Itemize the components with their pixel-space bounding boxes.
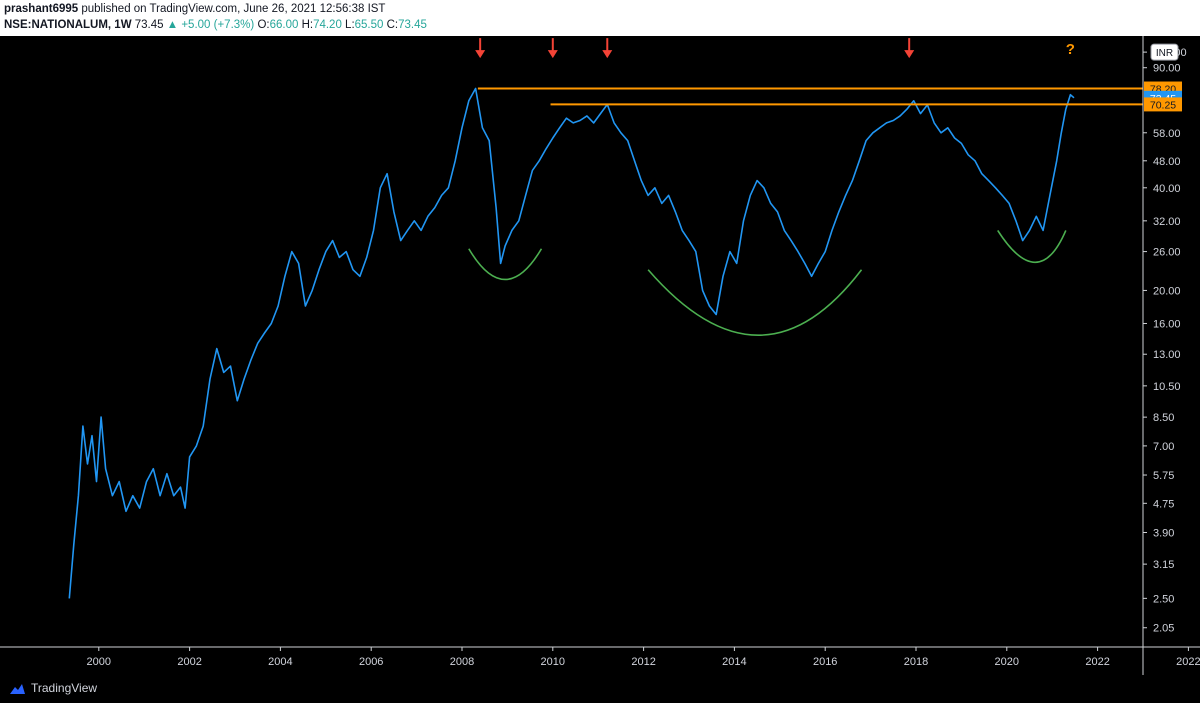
arrow-head xyxy=(904,50,915,59)
close-label: C: xyxy=(386,19,399,31)
x-tick-label: 2020 xyxy=(995,656,1019,668)
y-tick-label: 13.00 xyxy=(1153,349,1181,361)
high-label: H: xyxy=(301,19,314,31)
currency-badge: INR xyxy=(1156,48,1173,59)
open-value: 66.00 xyxy=(269,19,299,31)
author-name[interactable]: prashant6995 xyxy=(4,3,79,15)
y-tick-label: 40.00 xyxy=(1153,183,1181,195)
y-tick-label: 3.90 xyxy=(1153,528,1174,540)
x-tick-label: 2002 xyxy=(177,656,201,668)
axis-layer: 100.0090.0058.0048.0040.0032.0026.0020.0… xyxy=(0,36,1200,675)
arrow-head xyxy=(547,50,558,59)
x-tick-label: 2022 xyxy=(1176,656,1200,668)
last-price: 73.45 xyxy=(134,19,164,31)
tradingview-brand: TradingView xyxy=(31,681,98,695)
open-label: O: xyxy=(257,19,270,31)
publisher-line: prashant6995 published on TradingView.co… xyxy=(4,3,385,15)
high-value: 74.20 xyxy=(313,19,342,31)
y-tick-label: 58.00 xyxy=(1153,128,1181,140)
x-tick-label: 2000 xyxy=(87,656,111,668)
up-triangle-icon: ▲ xyxy=(166,19,179,31)
tradingview-cloud-icon xyxy=(10,683,25,694)
price-chart[interactable]: ? 100.0090.0058.0048.0040.0032.0026.0020… xyxy=(0,36,1200,675)
y-tick-label: 90.00 xyxy=(1153,63,1181,75)
arrow-head xyxy=(602,50,613,59)
low-value: 65.50 xyxy=(354,19,384,31)
plot-layer: ? xyxy=(68,38,1143,599)
x-tick-label: 2004 xyxy=(268,656,292,668)
down-arrow-icon xyxy=(904,38,915,59)
x-tick-label: 2012 xyxy=(631,656,655,668)
y-tick-label: 20.00 xyxy=(1153,285,1181,297)
down-arrow-icon xyxy=(475,38,486,59)
close-value: 73.45 xyxy=(398,19,427,31)
cup-curve-2008 xyxy=(468,248,543,281)
price-badge-box xyxy=(1144,97,1182,112)
question-mark: ? xyxy=(1066,41,1075,58)
y-tick-label: 7.00 xyxy=(1153,441,1174,453)
footer: TradingView xyxy=(0,675,1200,703)
low-label: L: xyxy=(345,19,355,31)
x-tick-label: 2022 xyxy=(1085,656,1109,668)
cup-curve-2020 xyxy=(997,229,1067,263)
symbol-name[interactable]: NSE:NATIONALUM, 1W xyxy=(4,19,132,31)
arrow-head xyxy=(475,50,486,59)
price-badge: 70.25 xyxy=(1150,99,1176,111)
currency-badge-box xyxy=(1150,43,1179,61)
tradingview-logo[interactable]: TradingView xyxy=(8,681,97,695)
y-tick-label: 3.15 xyxy=(1153,559,1174,571)
y-tick-label: 10.50 xyxy=(1153,381,1181,393)
y-tick-label: 4.75 xyxy=(1153,498,1174,510)
y-tick-label: 48.00 xyxy=(1153,156,1181,168)
price-series-line xyxy=(68,87,1075,599)
y-tick-label: 5.75 xyxy=(1153,470,1174,482)
y-tick-label: 32.00 xyxy=(1153,216,1181,228)
y-tick-label: 2.05 xyxy=(1153,623,1174,635)
down-arrow-icon xyxy=(547,38,558,59)
y-tick-label: 8.50 xyxy=(1153,412,1174,424)
y-tick-label: 26.00 xyxy=(1153,247,1181,259)
x-tick-label: 2006 xyxy=(359,656,383,668)
cup-curve-2014 xyxy=(647,269,863,337)
published-info: published on TradingView.com, June 26, 2… xyxy=(78,3,386,15)
x-tick-label: 2016 xyxy=(813,656,837,668)
symbol-legend: NSE:NATIONALUM, 1W 73.45 ▲ +5.00 (+7.3%)… xyxy=(4,19,427,31)
publication-header: prashant6995 published on TradingView.co… xyxy=(0,0,1200,36)
x-tick-label: 2014 xyxy=(722,656,746,668)
down-arrow-icon xyxy=(602,38,613,59)
y-tick-label: 2.50 xyxy=(1153,593,1174,605)
price-change: +5.00 (+7.3%) xyxy=(181,19,255,31)
chart-area[interactable]: ? 100.0090.0058.0048.0040.0032.0026.0020… xyxy=(0,36,1200,675)
x-tick-label: 2010 xyxy=(541,656,565,668)
x-tick-label: 2018 xyxy=(904,656,928,668)
y-tick-label: 16.00 xyxy=(1153,318,1181,330)
x-tick-label: 2008 xyxy=(450,656,474,668)
